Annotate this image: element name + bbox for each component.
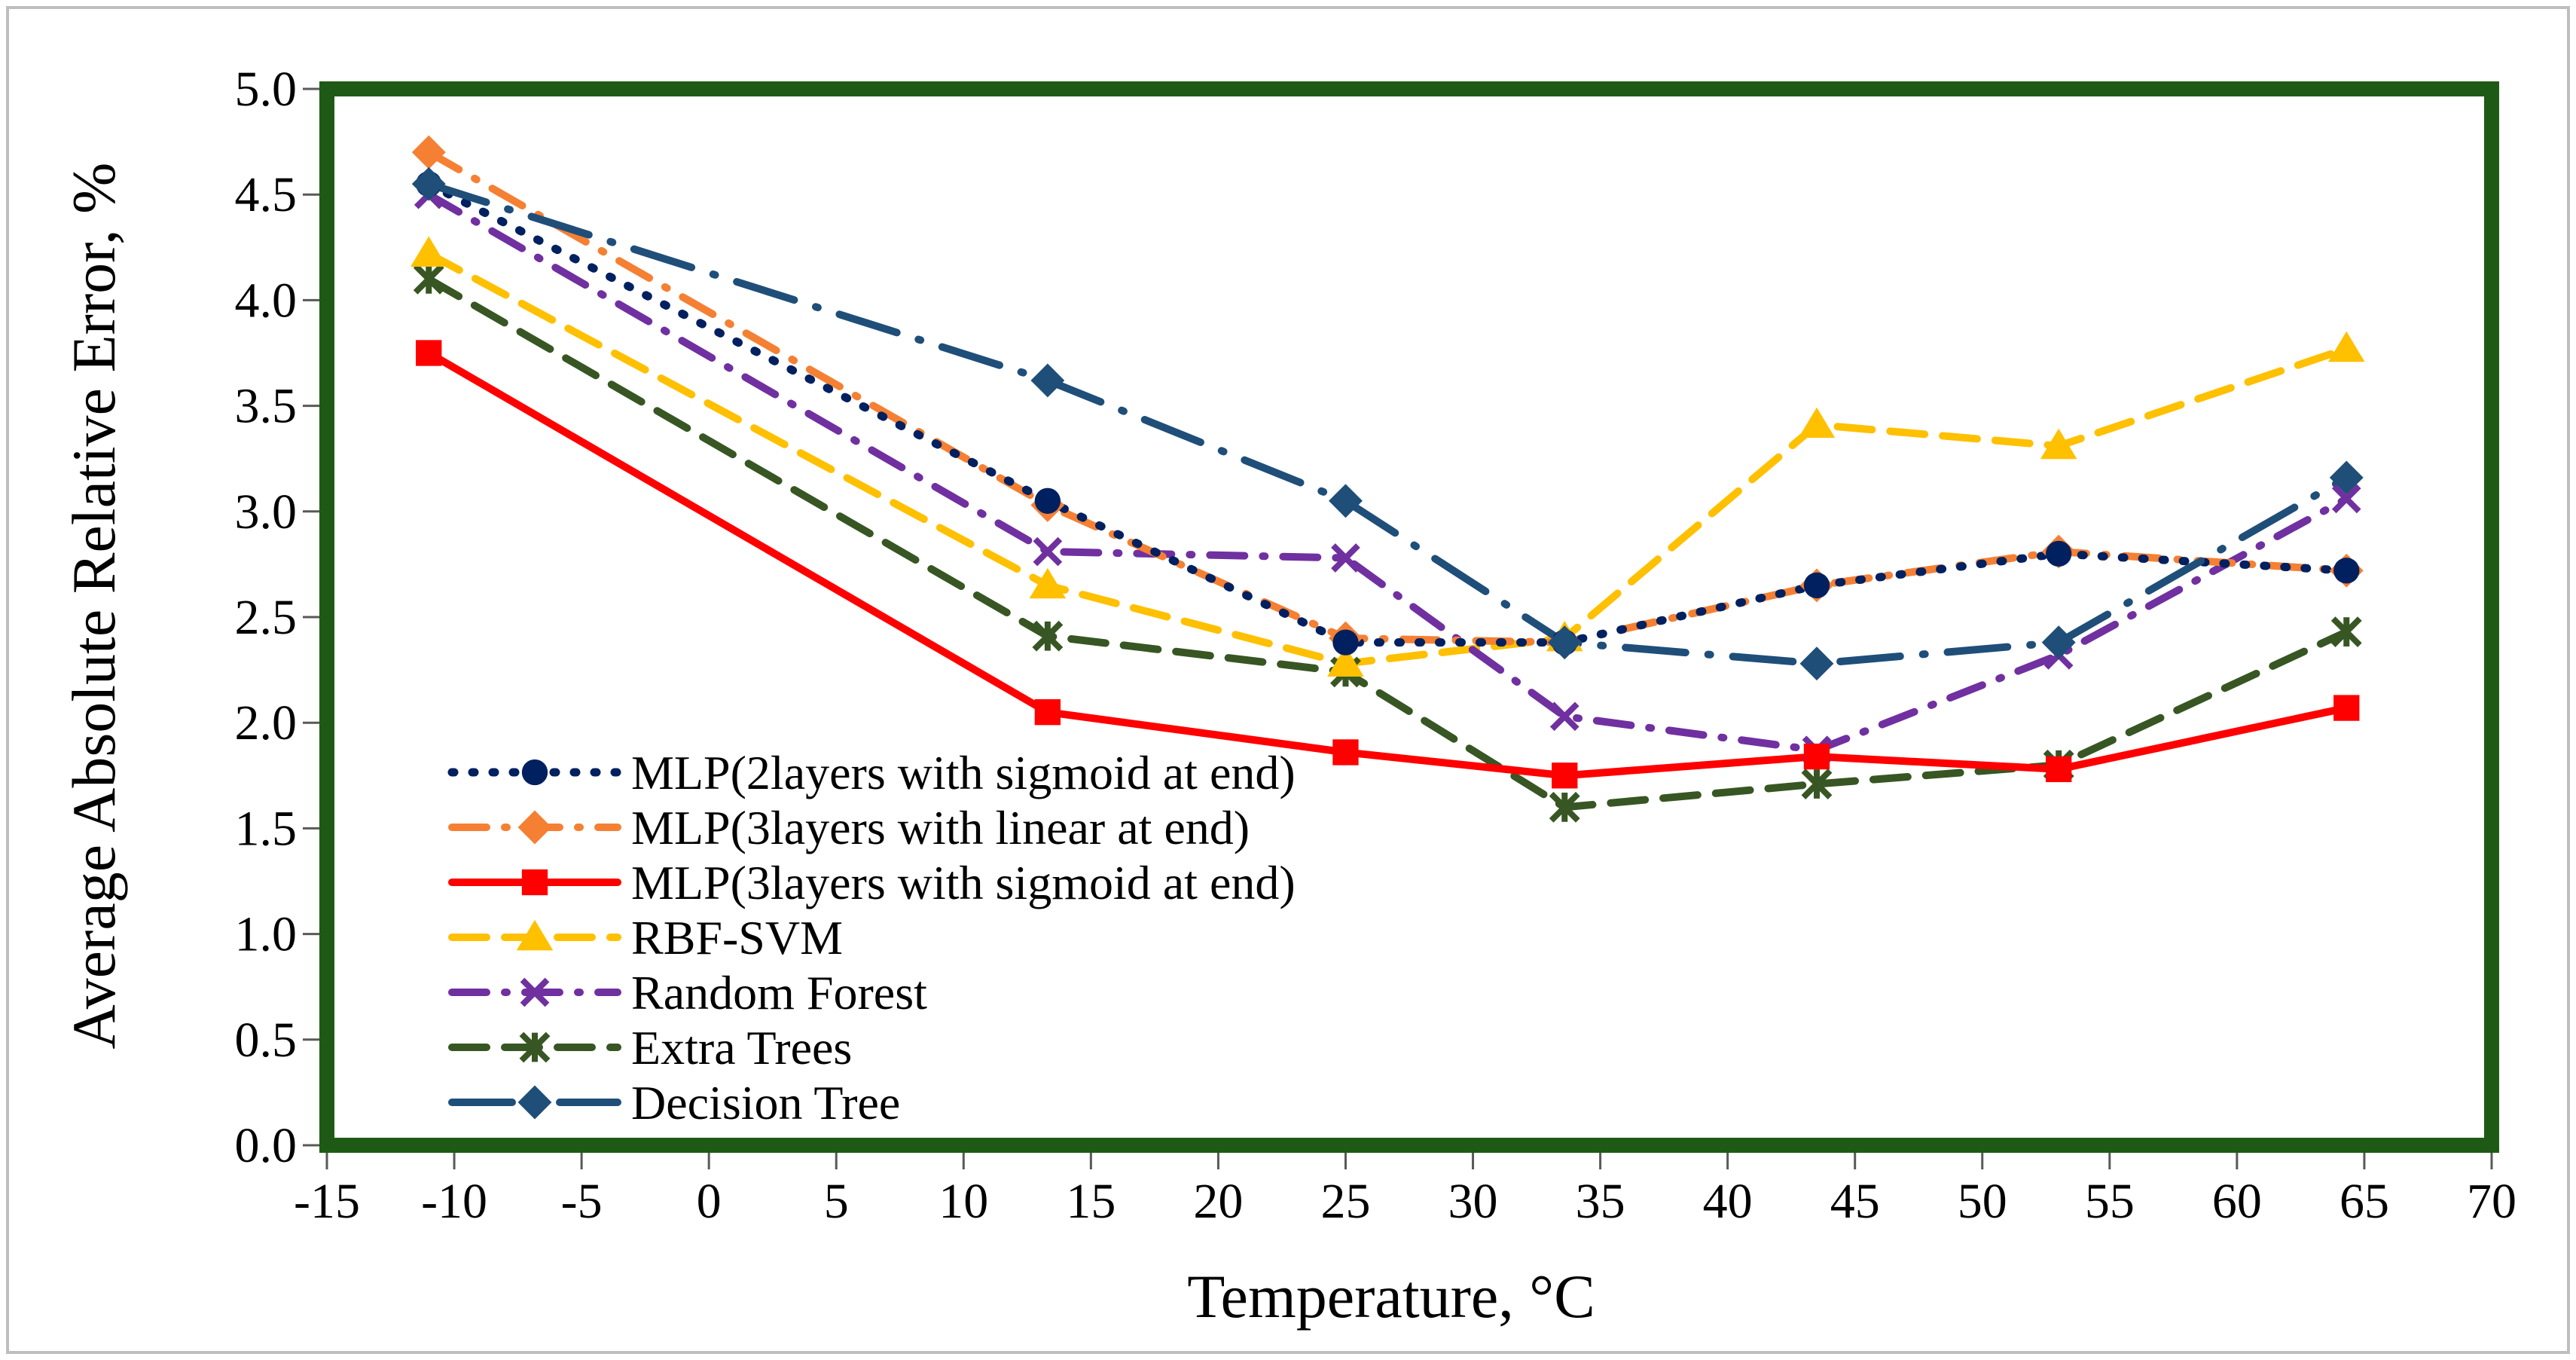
data-point bbox=[1803, 743, 1830, 770]
data-point bbox=[1331, 543, 1360, 573]
x-tick-label: -15 bbox=[294, 1174, 360, 1229]
legend-label: RBF-SVM bbox=[631, 911, 843, 964]
x-tick-label: 10 bbox=[939, 1174, 988, 1229]
legend-marker bbox=[520, 977, 550, 1007]
series-markers bbox=[410, 135, 2365, 823]
data-point bbox=[1549, 791, 1580, 823]
legend-label: MLP(3layers with linear at end) bbox=[631, 801, 1250, 854]
data-point bbox=[1549, 701, 1579, 732]
outer-border bbox=[6, 6, 2570, 1354]
data-point bbox=[411, 135, 446, 170]
x-tick-label: 5 bbox=[824, 1174, 849, 1229]
y-tick-label: 2.5 bbox=[235, 590, 298, 645]
x-tick-label: 60 bbox=[2212, 1174, 2262, 1229]
y-tick-label: 1.0 bbox=[235, 907, 298, 962]
x-axis-title: Temperature, °C bbox=[1187, 1262, 1595, 1331]
data-point bbox=[2331, 484, 2361, 514]
y-tick-label: 3.0 bbox=[235, 484, 298, 539]
y-tick-label: 2.0 bbox=[235, 695, 298, 750]
data-point bbox=[1029, 567, 1067, 599]
x-tick-label: 55 bbox=[2085, 1174, 2135, 1229]
data-point bbox=[1030, 363, 1065, 398]
y-tick-label: 3.5 bbox=[235, 379, 298, 434]
x-tick-label: 45 bbox=[1830, 1174, 1880, 1229]
legend-marker bbox=[521, 869, 548, 896]
legend-marker bbox=[519, 1031, 551, 1063]
data-point bbox=[2328, 331, 2365, 362]
x-tick-label: 15 bbox=[1066, 1174, 1116, 1229]
x-tick-label: -10 bbox=[421, 1174, 487, 1229]
legend-label: Random Forest bbox=[631, 966, 927, 1019]
legend-marker bbox=[517, 1085, 552, 1120]
data-point bbox=[2040, 428, 2077, 460]
data-point bbox=[410, 236, 447, 267]
x-tick-label: 25 bbox=[1320, 1174, 1370, 1229]
data-point bbox=[2333, 695, 2360, 721]
data-point bbox=[1552, 763, 1578, 789]
legend-label: MLP(3layers with sigmoid at end) bbox=[631, 856, 1296, 909]
legend-marker bbox=[521, 759, 548, 786]
data-point bbox=[1327, 646, 1364, 677]
x-tick-label: -5 bbox=[561, 1174, 603, 1229]
legend-label: Extra Trees bbox=[631, 1021, 852, 1074]
data-point bbox=[2041, 625, 2076, 660]
data-point bbox=[1034, 699, 1061, 726]
x-tick-label: 35 bbox=[1576, 1174, 1625, 1229]
legend-marker bbox=[516, 919, 554, 951]
legend-label: MLP(2layers with sigmoid at end) bbox=[631, 746, 1296, 799]
x-axis: -15 -10 -5 0 5 10 15 20 25 30 35 40 45 50 55 60 65 70 bbox=[294, 1153, 2516, 1229]
data-point bbox=[2329, 460, 2364, 495]
data-point bbox=[413, 263, 444, 295]
data-point bbox=[2330, 616, 2362, 648]
plot-area-border bbox=[319, 81, 2499, 1153]
data-point bbox=[1547, 625, 1582, 660]
data-point bbox=[1803, 572, 1830, 599]
x-tick-label: 40 bbox=[1703, 1174, 1753, 1229]
data-point bbox=[1032, 620, 1064, 652]
x-tick-label: 20 bbox=[1193, 1174, 1243, 1229]
y-tick-label: 0.5 bbox=[235, 1013, 298, 1068]
data-point bbox=[1801, 769, 1833, 799]
data-point bbox=[1332, 739, 1359, 766]
legend-label: Decision Tree bbox=[631, 1076, 900, 1129]
x-tick-label: 0 bbox=[697, 1174, 722, 1229]
x-tick-label: 70 bbox=[2467, 1174, 2516, 1229]
x-tick-label: 50 bbox=[1958, 1174, 2007, 1229]
y-tick-label: 5.0 bbox=[235, 62, 298, 117]
data-point bbox=[416, 340, 442, 366]
y-tick-label: 1.5 bbox=[235, 801, 298, 856]
data-point bbox=[1798, 407, 1836, 439]
x-tick-label: 65 bbox=[2339, 1174, 2389, 1229]
data-point bbox=[1799, 646, 1834, 681]
y-tick-label: 4.5 bbox=[235, 167, 298, 222]
data-point bbox=[2333, 558, 2360, 584]
data-point bbox=[1033, 536, 1063, 567]
y-tick-label: 0.0 bbox=[235, 1118, 298, 1173]
data-point bbox=[411, 167, 446, 201]
data-point bbox=[1034, 487, 1061, 514]
y-tick-label: 4.0 bbox=[235, 273, 298, 328]
data-point bbox=[2046, 756, 2072, 783]
data-point bbox=[1329, 484, 1363, 518]
y-axis: 0.0 0.5 1.0 1.5 2.0 2.5 3.0 3.5 4.0 4.5 5.0 bbox=[235, 62, 319, 1173]
x-tick-label: 30 bbox=[1448, 1174, 1498, 1229]
data-point bbox=[1332, 629, 1359, 656]
y-axis-title: Average Absolute Relative Error, % bbox=[60, 163, 128, 1050]
data-point bbox=[2046, 540, 2072, 567]
legend: MLP(2layers with sigmoid at end)MLP(3lay… bbox=[447, 746, 1296, 1129]
legend-marker bbox=[517, 810, 552, 845]
